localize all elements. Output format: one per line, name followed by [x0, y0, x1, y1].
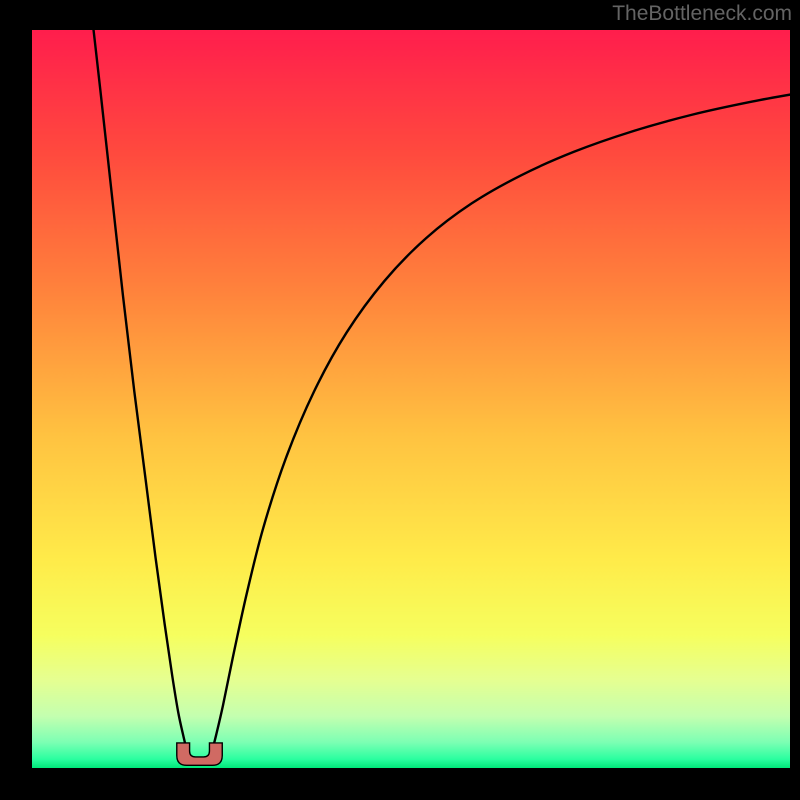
curve-layer	[32, 30, 790, 768]
curve-left-branch	[88, 30, 187, 750]
curve-right-branch	[212, 92, 790, 750]
watermark-text: TheBottleneck.com	[612, 2, 792, 26]
valley-cap	[177, 743, 222, 765]
plot-area	[32, 30, 790, 768]
figure-root: TheBottleneck.com	[0, 0, 800, 800]
